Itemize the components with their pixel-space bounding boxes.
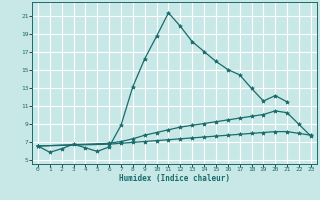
X-axis label: Humidex (Indice chaleur): Humidex (Indice chaleur) [119, 174, 230, 183]
